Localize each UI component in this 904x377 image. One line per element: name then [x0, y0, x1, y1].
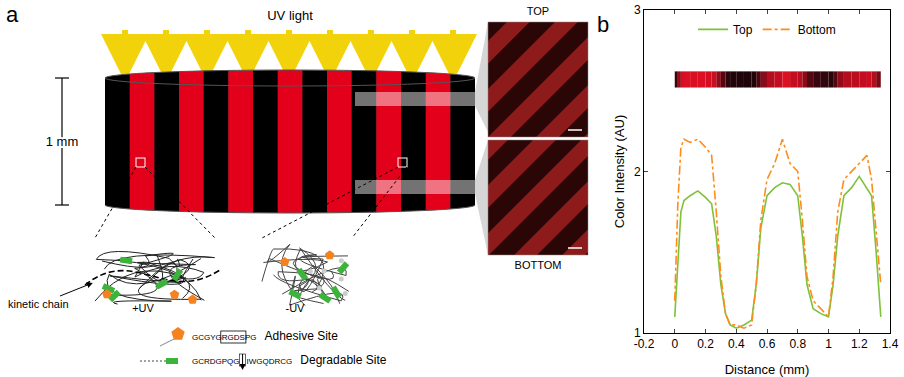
svg-text:Adhesive Site: Adhesive Site	[264, 329, 338, 343]
svg-text:2: 2	[634, 165, 641, 179]
svg-text:BOTTOM: BOTTOM	[515, 259, 562, 271]
svg-text:a: a	[6, 2, 19, 27]
svg-text:IWGQDRCG: IWGQDRCG	[247, 357, 293, 366]
svg-text:Degradable Site: Degradable Site	[300, 353, 386, 367]
svg-text:PG: PG	[245, 333, 257, 342]
svg-text:1.2: 1.2	[851, 337, 868, 351]
svg-text:1.4: 1.4	[882, 337, 899, 351]
svg-text:b: b	[597, 12, 609, 37]
svg-text:Top: Top	[733, 23, 753, 37]
svg-text:-0.2: -0.2	[634, 337, 655, 351]
svg-text:kinetic chain: kinetic chain	[8, 298, 69, 310]
svg-text:0.6: 0.6	[759, 337, 776, 351]
svg-text:UV light: UV light	[267, 8, 313, 23]
svg-text:Color Intensity (AU): Color Intensity (AU)	[612, 115, 627, 228]
svg-text:1: 1	[825, 337, 832, 351]
svg-text:RGDS: RGDS	[222, 333, 245, 342]
svg-text:Bottom: Bottom	[798, 23, 836, 37]
svg-text:0.2: 0.2	[697, 337, 714, 351]
svg-text:3: 3	[634, 3, 641, 17]
svg-text:GCGYG: GCGYG	[192, 333, 222, 342]
svg-text:1 mm: 1 mm	[46, 134, 79, 149]
svg-text:TOP: TOP	[527, 5, 549, 17]
svg-text:GCRDGPQG: GCRDGPQG	[192, 357, 240, 366]
svg-text:-UV: -UV	[286, 302, 306, 314]
svg-text:Distance (mm): Distance (mm)	[725, 362, 810, 377]
svg-text:+UV: +UV	[132, 302, 154, 314]
svg-text:0.8: 0.8	[789, 337, 806, 351]
svg-text:0: 0	[671, 337, 678, 351]
svg-text:0.4: 0.4	[728, 337, 745, 351]
svg-text:1: 1	[634, 326, 641, 340]
